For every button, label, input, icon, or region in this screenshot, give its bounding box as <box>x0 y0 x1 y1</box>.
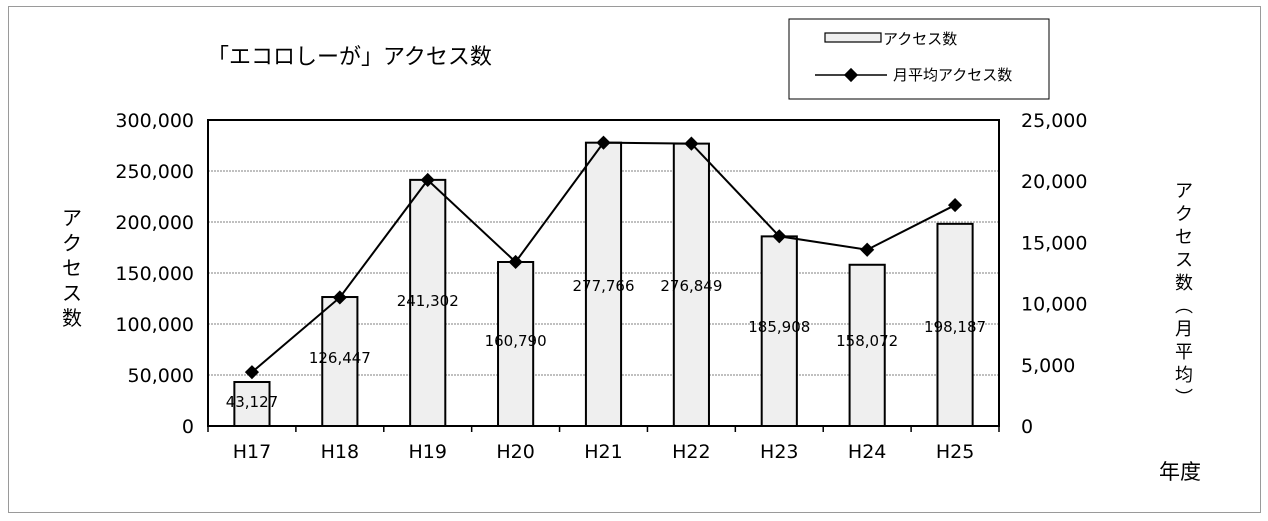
x-tick-label: H18 <box>321 441 359 463</box>
y-tick-label: 50,000 <box>128 365 194 387</box>
bar <box>672 142 710 427</box>
line-point <box>860 242 875 257</box>
y2-tick-label: 20,000 <box>1021 171 1087 193</box>
legend: アクセス数 月平均アクセス数 <box>788 18 1050 100</box>
y-axis-title-char: 数 <box>62 306 82 330</box>
y-tick-label: 150,000 <box>115 263 194 285</box>
bar <box>321 296 359 427</box>
line-point <box>772 229 787 244</box>
y2-axis-title-char: 月 <box>1175 319 1193 340</box>
chart-frame: 「エコロしーが」アクセス数 アクセス数 月平均アクセス数 43,127 126,4… <box>8 6 1261 513</box>
y2-axis-title-char: ス <box>1175 250 1193 271</box>
y2-axis-title-char: 数 <box>1175 273 1193 294</box>
x-tick-label: H23 <box>760 441 798 463</box>
y-tick-label: 200,000 <box>115 212 194 234</box>
y2-axis-title: アクセス数︵月平均︶ <box>1175 181 1193 409</box>
x-tick-label: H21 <box>584 441 622 463</box>
bar-value-label: 276,849 <box>660 277 722 295</box>
x-tick-label: H20 <box>496 441 534 463</box>
bar <box>584 141 623 427</box>
y2-tick-label: 0 <box>1021 416 1033 438</box>
legend-bar-label: アクセス数 <box>883 30 957 48</box>
legend-bar-swatch <box>824 32 882 43</box>
x-tick-label: H17 <box>233 441 271 463</box>
y2-tick-label: 15,000 <box>1021 232 1087 254</box>
x-tick-label: H19 <box>408 441 446 463</box>
bar-value-label: 185,908 <box>748 318 810 336</box>
line-point <box>947 197 963 213</box>
y-axis-title-char: ア <box>62 206 82 230</box>
y2-axis-title-char: ︶ <box>1175 388 1193 409</box>
y-axis-title-char: ク <box>62 231 82 255</box>
line-point <box>684 136 699 151</box>
line-point <box>244 365 260 380</box>
y2-axis-title-char: ク <box>1175 204 1193 225</box>
data-labels: 43,127 126,447 241,302 160,790 277,766 276,84… <box>226 277 986 411</box>
y2-axis-title-char: ︵ <box>1175 296 1193 317</box>
y2-axis-title-char: 平 <box>1175 342 1193 363</box>
y-tick-label: 300,000 <box>115 110 194 132</box>
bar <box>409 178 447 427</box>
y-axis-title-char: ス <box>62 281 82 305</box>
legend-line-marker <box>843 67 859 83</box>
chart-title: 「エコロしーが」アクセス数 <box>207 45 492 70</box>
y2-tick-label: 5,000 <box>1021 355 1075 377</box>
bar-value-label: 241,302 <box>397 292 459 310</box>
plot-area-border <box>207 119 1000 427</box>
legend-line-label: 月平均アクセス数 <box>893 66 1012 84</box>
y2-tick-label: 25,000 <box>1021 110 1087 132</box>
bar-value-label: 160,790 <box>485 332 547 350</box>
x-tick-label: H24 <box>848 441 886 463</box>
x-axis-title: 年度 <box>1159 460 1201 484</box>
y-axis-title-char: セ <box>62 256 82 280</box>
y2-axis-title-char: ア <box>1175 181 1193 202</box>
y-axis-title: アクセス数 <box>62 206 82 330</box>
bar-value-label: 158,072 <box>836 332 898 350</box>
line-point <box>420 172 435 188</box>
bar-value-label: 198,187 <box>924 318 986 336</box>
bar-value-label: 43,127 <box>226 393 279 411</box>
axes: 0 50,000 100,000 150,000 200,000 250,000 300,0… <box>115 110 1087 463</box>
x-tick-label: H25 <box>936 441 974 463</box>
y-tick-label: 100,000 <box>115 314 194 336</box>
legend-box <box>788 18 1050 100</box>
bar <box>848 263 886 428</box>
chart: 「エコロしーが」アクセス数 アクセス数 月平均アクセス数 43,127126,4… <box>62 18 1201 484</box>
line-point <box>332 290 347 305</box>
bars <box>233 141 974 428</box>
y2-tick-label: 10,000 <box>1021 294 1087 316</box>
y2-axis-title-char: セ <box>1175 227 1193 248</box>
y2-axis-title-char: 均 <box>1175 365 1193 386</box>
line-series <box>244 135 963 380</box>
line-point <box>596 135 611 150</box>
bar <box>760 235 798 427</box>
y-tick-label: 250,000 <box>115 161 194 183</box>
bar-value-label: 126,447 <box>309 349 371 367</box>
x-tick-label: H22 <box>672 441 710 463</box>
y-tick-label: 0 <box>182 416 194 438</box>
bar-value-label: 277,766 <box>572 277 634 295</box>
